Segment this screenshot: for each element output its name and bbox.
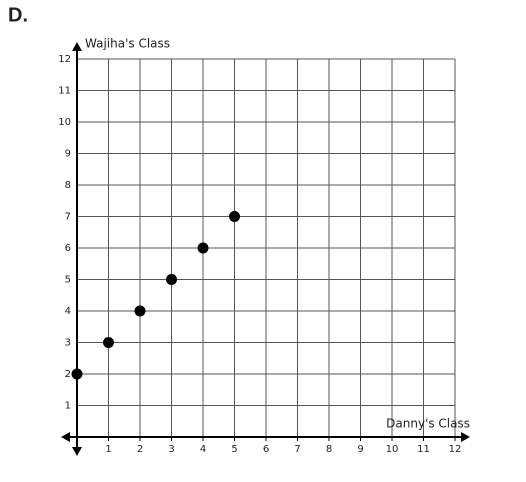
x-tick-label: 8: [326, 444, 332, 455]
y-tick-label: 2: [65, 369, 71, 380]
x-tick-label: 2: [137, 444, 143, 455]
arrow: [72, 42, 82, 51]
y-tick-label: 11: [58, 86, 71, 97]
x-tick-label: 3: [168, 444, 174, 455]
arrow: [461, 432, 470, 442]
x-tick-label: 7: [294, 444, 300, 455]
x-tick-label: 4: [200, 444, 206, 455]
point: [166, 274, 177, 285]
x-tick-label: 10: [386, 444, 399, 455]
x-tick-label: 5: [231, 444, 237, 455]
arrow: [72, 447, 82, 456]
x-tick-label: 1: [105, 444, 111, 455]
y-tick-label: 5: [65, 275, 71, 286]
point: [134, 305, 146, 317]
x-tick-label: 12: [449, 444, 462, 455]
y-tick-label: 4: [65, 306, 71, 317]
point: [197, 242, 209, 254]
point: [229, 211, 240, 222]
x-axis-label: Danny's Class: [386, 417, 470, 431]
y-tick-label: 10: [58, 117, 71, 128]
y-tick-label: 3: [65, 338, 71, 349]
x-tick-label: 9: [357, 444, 363, 455]
point: [71, 368, 83, 380]
y-tick-label: 6: [65, 243, 71, 254]
y-axis-label: Wajiha's Class: [85, 37, 170, 51]
arrow: [61, 432, 70, 442]
y-tick-label: 1: [65, 401, 71, 412]
y-tick-label: 7: [65, 212, 71, 223]
y-tick-label: 12: [58, 54, 71, 65]
question-label: D.: [8, 4, 28, 26]
point: [103, 337, 114, 348]
x-tick-label: 11: [417, 444, 430, 455]
y-tick-label: 9: [65, 149, 71, 160]
y-tick-label: 8: [65, 180, 71, 191]
x-tick-label: 6: [263, 444, 269, 455]
